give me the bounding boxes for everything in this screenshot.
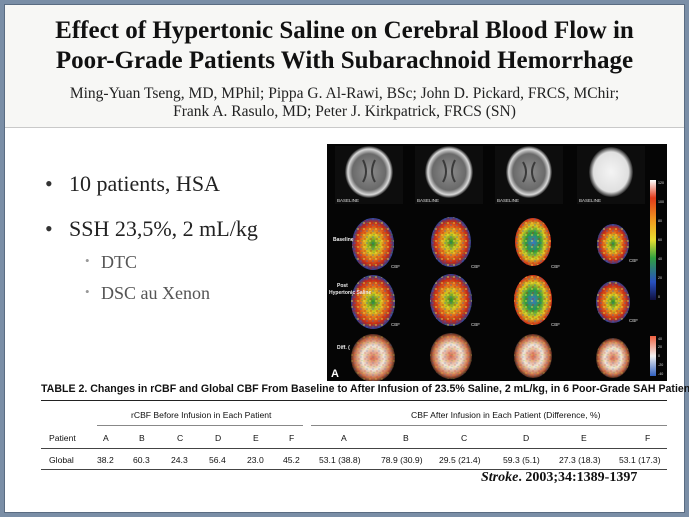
group-header-after: CBF After Infusion in Each Patient (Diff… [411,410,601,420]
diff-scale-tick-label: 40 [658,337,662,341]
citation-details: . 2003;34:1389-1397 [518,470,638,485]
ct-row [335,146,645,204]
bullet-item: • SSH 23,5%, 2 mL/kg [45,216,258,242]
table-cell: 27.3 (18.3) [559,455,601,465]
title-line-1: Effect of Hypertonic Saline on Cerebral … [55,17,634,44]
table-cell: 78.9 (30.9) [381,455,423,465]
scale-tick-label: 120 [658,181,664,185]
sub-bullet-dot-icon: • [85,253,90,268]
cbf-label: CBF [471,322,480,327]
diff-scale-tick-label: 0 [658,354,660,358]
results-table: TABLE 2. Changes in rCBF and Global CBF … [41,383,689,471]
scale-tick-label: 60 [658,238,662,242]
column-header: F [645,433,651,443]
scale-tick-label: 100 [658,200,664,204]
group-rule [97,425,303,426]
column-header: D [523,433,530,443]
table-cell: 38.2 [97,455,114,465]
ct-label: BASELINE [337,198,359,203]
diff-scale-tick-label: -20 [658,363,663,367]
column-header: A [341,433,347,443]
row-label: Baseline [333,237,354,243]
brain-scan-image: BASELINE BASELINE BASELINE BASELINE Base… [329,146,664,381]
diff-scale-tick-label: 20 [658,345,662,349]
scale-tick-label: 80 [658,219,662,223]
row-label-global: Global [49,455,74,465]
bullet-item: • 10 patients, HSA [45,171,220,197]
citation: Stroke. 2003;34:1389-1397 [481,470,637,486]
difference-row [351,333,630,381]
citation-journal: Stroke [481,470,519,485]
cbf-label: CBF [391,322,400,327]
cbf-label: CBF [629,258,638,263]
column-header: C [177,433,184,443]
table-body: rCBF Before Infusion in Each Patient CBF… [41,401,667,471]
row-label: Diff. ( [337,345,350,351]
sub-bullet-item: • DTC [85,252,137,273]
table-cell: 56.4 [209,455,226,465]
row-label: Post [337,283,348,289]
column-header: F [289,433,295,443]
column-header: A [103,433,109,443]
scale-tick-label: 20 [658,276,662,280]
column-header-patient: Patient [49,433,76,443]
bottom-rule [41,469,667,470]
bullet-text: SSH 23,5%, 2 mL/kg [69,216,258,241]
table-cell: 24.3 [171,455,188,465]
table-cell: 53.1 (17.3) [619,455,661,465]
header-rule [41,448,667,449]
cbf-label: CBF [391,264,400,269]
cbf-label: CBF [629,318,638,323]
post-saline-cbf-row [351,274,630,329]
cbf-label: CBF [551,264,560,269]
group-rule [311,425,667,426]
ct-label: BASELINE [579,198,601,203]
sub-bullet-item: • DSC au Xenon [85,283,210,304]
sub-bullet-dot-icon: • [85,284,90,299]
bullet-dot-icon: • [45,216,53,241]
bullet-text: 10 patients, HSA [69,171,220,196]
row-label: Hypertonic Saline [329,290,371,296]
table-cell: 45.2 [283,455,300,465]
cbf-label: CBF [551,322,560,327]
slide: Effect of Hypertonic Saline on Cerebral … [4,4,689,513]
baseline-cbf-row [352,217,629,270]
table-cell: 53.1 (38.8) [319,455,361,465]
cbf-color-scale [650,180,656,300]
column-header: E [253,433,259,443]
brain-scan-figure: BASELINE BASELINE BASELINE BASELINE Base… [327,144,667,381]
diff-color-scale [650,336,656,376]
ct-label: BASELINE [417,198,439,203]
group-header-before: rCBF Before Infusion in Each Patient [131,410,272,420]
table-title: TABLE 2. Changes in rCBF and Global CBF … [41,383,689,401]
column-header: C [461,433,468,443]
authors-line-2: Frank A. Rasulo, MD; Peter J. Kirkpatric… [173,103,516,120]
table-cell: 23.0 [247,455,264,465]
ct-label: BASELINE [497,198,519,203]
column-header: B [139,433,145,443]
slide-header: Effect of Hypertonic Saline on Cerebral … [5,5,684,128]
table-cell: 60.3 [133,455,150,465]
scale-tick-label: 0 [658,295,660,299]
diff-scale-tick-label: -40 [658,372,663,376]
column-header: D [215,433,222,443]
panel-letter: A [331,368,339,380]
scale-tick-label: 40 [658,257,662,261]
bullet-dot-icon: • [45,171,53,196]
column-header: B [403,433,409,443]
column-header: E [581,433,587,443]
title-line-2: Poor-Grade Patients With Subarachnoid He… [55,47,634,74]
sub-bullet-text: DSC au Xenon [101,283,210,303]
cbf-label: CBF [471,264,480,269]
table-cell: 29.5 (21.4) [439,455,481,465]
table-cell: 59.3 (5.1) [503,455,540,465]
authors-line-1: Ming-Yuan Tseng, MD, MPhil; Pippa G. Al-… [69,85,620,102]
sub-bullet-text: DTC [101,252,137,272]
